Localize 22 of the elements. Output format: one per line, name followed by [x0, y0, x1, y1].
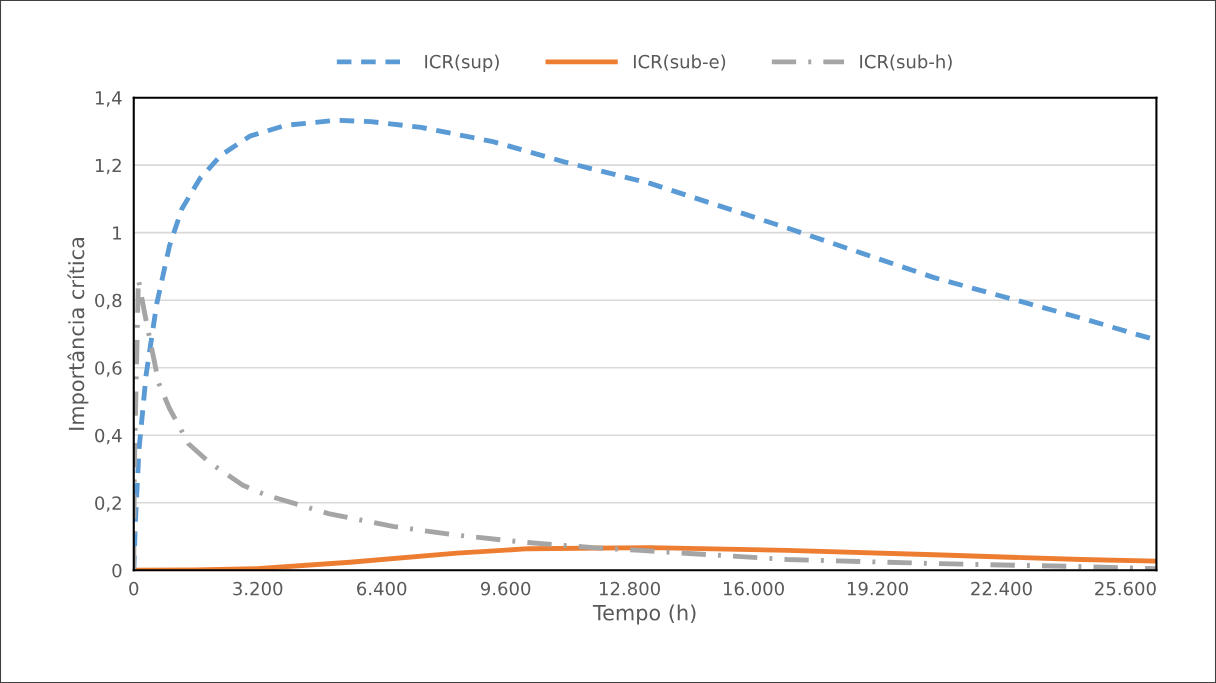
- x-tick-label: 12.800: [599, 581, 660, 596]
- y-tick-label: 0,2: [95, 496, 121, 512]
- x-tick-label: 3.200: [233, 581, 283, 596]
- y-axis-title: Importância crítica: [67, 238, 89, 430]
- legend-label: ICR(sup): [425, 54, 499, 72]
- x-tick-label: 9.600: [480, 581, 531, 596]
- x-tick-label: 25.600: [1095, 581, 1156, 596]
- y-tick-label: 1,2: [95, 158, 121, 175]
- x-tick-label: 22.400: [971, 581, 1032, 596]
- y-tick-label: 1: [113, 226, 121, 240]
- y-tick-label: 1,4: [95, 91, 122, 107]
- y-tick-label: 0: [112, 563, 122, 578]
- legend-label: ICR(sub-e): [633, 54, 726, 71]
- y-tick-label: 0,4: [95, 428, 122, 445]
- x-tick-label: 16.000: [723, 581, 784, 596]
- legend-label: ICR(sub-h): [860, 54, 952, 71]
- x-axis-title: Tempo (h): [592, 604, 696, 625]
- x-tick-label: 0: [129, 581, 139, 596]
- x-tick-label: 6.400: [357, 581, 407, 596]
- y-tick-label: 0,8: [95, 293, 122, 310]
- y-tick-label: 0,6: [95, 361, 122, 377]
- x-tick-label: 19.200: [847, 581, 908, 596]
